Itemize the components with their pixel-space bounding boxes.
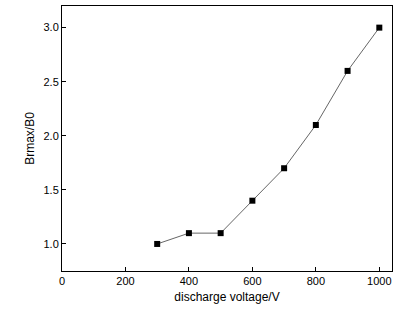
svg-text:2.0: 2.0: [44, 130, 59, 142]
svg-text:400: 400: [180, 275, 198, 287]
svg-text:1.0: 1.0: [44, 238, 59, 250]
svg-text:discharge voltage/V: discharge voltage/V: [174, 290, 279, 304]
svg-text:0: 0: [59, 275, 65, 287]
svg-text:2.5: 2.5: [44, 76, 59, 88]
svg-text:600: 600: [243, 275, 261, 287]
svg-text:3.0: 3.0: [44, 21, 59, 33]
svg-text:Brmax/B0: Brmax/B0: [23, 112, 37, 165]
svg-text:1.5: 1.5: [44, 184, 59, 196]
svg-text:800: 800: [307, 275, 325, 287]
svg-text:200: 200: [116, 275, 134, 287]
svg-text:1000: 1000: [367, 275, 391, 287]
